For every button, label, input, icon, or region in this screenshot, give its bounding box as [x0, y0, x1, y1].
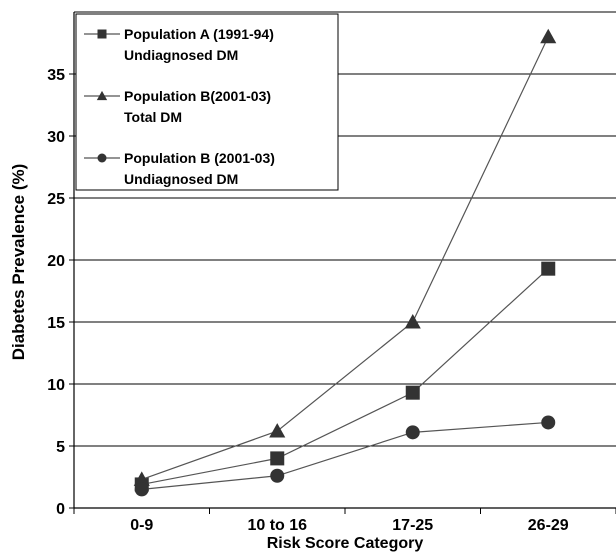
series-3: [134, 415, 556, 497]
x-axis-label: Risk Score Category: [267, 535, 424, 552]
series-line: [141, 268, 549, 486]
x-tick-label: 17-25: [392, 517, 433, 534]
legend-marker-square: [97, 29, 107, 39]
legend-label-line2: Undiagnosed DM: [124, 47, 238, 63]
y-axis-label: Diabetes Prevalence (%): [9, 164, 28, 361]
x-tick-labels: 0-9 10 to 16 17-25 26-29: [73, 508, 616, 534]
legend-marker-triangle: [96, 90, 108, 101]
legend-box: [75, 13, 339, 191]
y-tick-label: 5: [56, 439, 65, 456]
y-tick-label: 20: [47, 253, 65, 270]
legend-marker-circle: [97, 153, 107, 163]
legend-label-line1: Population A (1991-94): [124, 26, 274, 42]
legend-label-line2: Undiagnosed DM: [124, 171, 238, 187]
x-tick-label: 10 to 16: [247, 517, 307, 534]
legend-item: Population B (2001-03) Undiagnosed DM: [84, 150, 275, 187]
series-2: [133, 28, 557, 486]
series-line: [141, 421, 549, 490]
x-tick-label: 26-29: [528, 517, 569, 534]
data-point-triangle: [540, 28, 557, 44]
y-tick-label: 15: [47, 315, 65, 332]
series-group: [133, 28, 557, 497]
y-tick-label: 35: [47, 67, 65, 84]
data-point-square: [405, 385, 420, 400]
series-line: [141, 36, 549, 481]
data-point-square: [270, 451, 285, 466]
legend-item: Population A (1991-94) Undiagnosed DM: [84, 26, 274, 63]
data-point-triangle: [404, 313, 421, 329]
data-point-triangle: [269, 423, 286, 438]
y-tick-label: 10: [47, 377, 65, 394]
data-point-circle: [405, 425, 420, 440]
y-tick-label: 25: [47, 191, 65, 208]
data-point-square: [541, 261, 556, 276]
y-tick-labels: 0 5 10 15 20 25 30 35: [47, 67, 74, 518]
data-point-circle: [134, 482, 149, 497]
x-tick-label: 0-9: [130, 517, 153, 534]
legend-label-line1: Population B(2001-03): [124, 88, 271, 104]
legend-item: Population B(2001-03) Total DM: [84, 88, 271, 125]
legend: Population A (1991-94)Undiagnosed DMPopu…: [75, 13, 339, 191]
data-point-triangle: [133, 471, 150, 486]
y-tick-label: 30: [47, 129, 65, 146]
data-point-circle: [270, 468, 285, 483]
y-tick-label: 0: [56, 501, 65, 518]
data-point-circle: [541, 415, 556, 430]
legend-label-line1: Population B (2001-03): [124, 150, 275, 166]
legend-label-line2: Total DM: [124, 109, 182, 125]
